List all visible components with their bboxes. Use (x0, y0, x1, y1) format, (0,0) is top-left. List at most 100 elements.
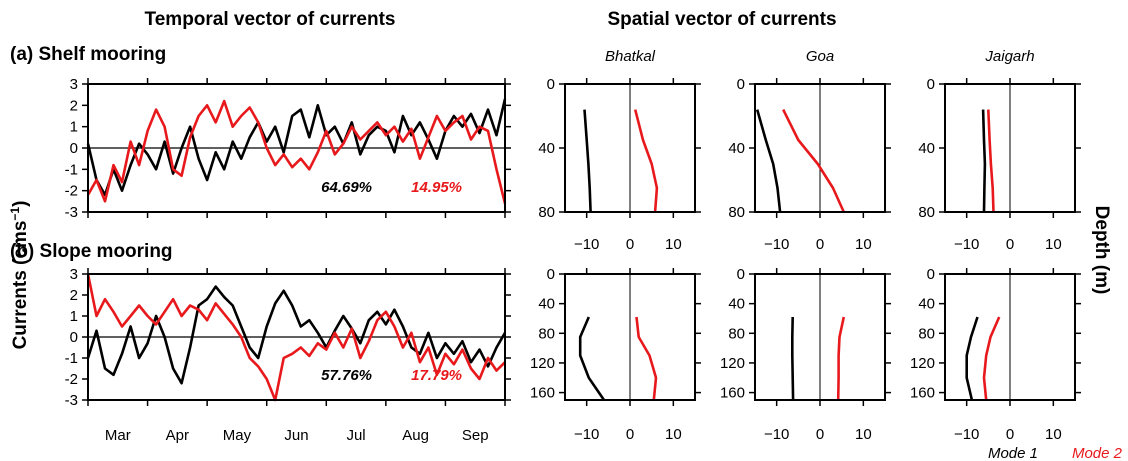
x-tick-label-jul: Jul (346, 427, 365, 444)
profile-line-mode1 (583, 109, 592, 213)
site-title-goa: Goa (806, 48, 834, 65)
variance-label-mode1: 64.69% (321, 179, 372, 196)
site-title-bhatkal: Bhatkal (605, 48, 656, 65)
variance-label-mode1: 57.76% (321, 367, 372, 384)
x-tick-label: 10 (665, 236, 682, 253)
y-tick-label: -3 (65, 204, 78, 221)
y-tick-label: 3 (70, 266, 78, 283)
profile-line-mode2 (987, 109, 995, 213)
x-tick-label: 0 (1006, 236, 1014, 253)
site-title-jaigarh: Jaigarh (984, 48, 1034, 65)
series-line-mode2 (86, 273, 506, 402)
x-tick-label: 0 (816, 426, 824, 443)
x-tick-label: 0 (816, 236, 824, 253)
depth-tick-label: 0 (737, 76, 745, 93)
depth-tick-label: 40 (538, 296, 555, 313)
series-line-mode1 (86, 285, 507, 385)
series-line-mode1 (86, 98, 507, 197)
profile-line-mode1 (755, 109, 782, 213)
legend-mode2: Mode 2 (1072, 445, 1123, 461)
x-tick-label: 0 (626, 236, 634, 253)
x-tick-label-sep: Sep (462, 427, 489, 444)
depth-tick-label: 80 (918, 204, 935, 221)
plot-frame (944, 83, 1076, 213)
depth-tick-label: 160 (720, 385, 745, 402)
profile-line-mode1 (965, 316, 979, 401)
y-tick-label: 0 (70, 140, 78, 157)
panel-title-shelf-temporal: (a) Shelf mooring (10, 44, 166, 65)
y-tick-label: -1 (65, 350, 78, 367)
profile-line-mode1 (981, 109, 987, 213)
y-tick-label: -2 (65, 183, 78, 200)
y-tick-label: 2 (70, 287, 78, 304)
depth-tick-label: 40 (918, 296, 935, 313)
depth-tick-label: 80 (538, 325, 555, 342)
x-tick-label: 10 (1045, 236, 1062, 253)
x-tick-label: 10 (855, 426, 872, 443)
depth-tick-label: 120 (530, 355, 555, 372)
variance-label-mode2: 14.95% (411, 179, 462, 196)
y-tick-label: -1 (65, 161, 78, 178)
profile-line-mode2 (633, 109, 659, 213)
plot-frame (754, 273, 886, 401)
plot-frame (564, 83, 696, 213)
profile-line-mode2 (782, 109, 845, 213)
depth-tick-label: 40 (538, 140, 555, 157)
depth-tick-label: 80 (728, 204, 745, 221)
temporal-header: Temporal vector of currents (145, 9, 396, 30)
spatial-header: Spatial vector of currents (607, 9, 836, 30)
x-tick-label: 10 (665, 426, 682, 443)
depth-tick-label: 0 (927, 76, 935, 93)
depth-tick-label: 0 (547, 266, 555, 283)
x-tick-label: 0 (1006, 426, 1014, 443)
x-tick-label-apr: Apr (166, 427, 189, 444)
y-tick-label: 3 (70, 76, 78, 93)
depth-tick-label: 80 (538, 204, 555, 221)
x-tick-label-mar: Mar (105, 427, 131, 444)
plot-frame (944, 273, 1076, 401)
x-tick-label: −10 (954, 236, 979, 253)
depth-tick-label: 80 (728, 325, 745, 342)
depth-tick-label: 40 (918, 140, 935, 157)
panel-title-slope-temporal: (b) Slope mooring (10, 241, 173, 262)
y-tick-label: -2 (65, 371, 78, 388)
variance-label-mode2: 17.79% (411, 367, 462, 384)
depth-tick-label: 160 (910, 385, 935, 402)
depth-tick-label: 0 (737, 266, 745, 283)
y-tick-label: 1 (70, 308, 78, 325)
depth-tick-label: 120 (910, 355, 935, 372)
depth-tick-label: 40 (728, 140, 745, 157)
profile-line-mode2 (836, 316, 846, 401)
profile-line-mode2 (635, 316, 658, 401)
legend-mode1: Mode 1 (988, 445, 1038, 461)
y-axis-label-depth: Depth (m) (1091, 206, 1112, 295)
x-tick-label: −10 (764, 426, 789, 443)
profile-line-mode1 (578, 316, 606, 401)
y-tick-label: 1 (70, 119, 78, 136)
x-tick-label-jun: Jun (284, 427, 308, 444)
profile-line-mode1 (790, 316, 795, 401)
plot-frame (87, 83, 506, 213)
plot-area: (a) Shelf mooring -3 -2 -1 0 1 2 3 64.69% 14.95% (… (10, 44, 1081, 444)
depth-tick-label: 160 (530, 385, 555, 402)
series-line-mode2 (86, 99, 507, 204)
depth-tick-label: 120 (720, 355, 745, 372)
depth-tick-label: 0 (927, 266, 935, 283)
depth-tick-label: 80 (918, 325, 935, 342)
y-tick-label: 2 (70, 97, 78, 114)
plot-frame (754, 83, 886, 213)
depth-tick-label: 0 (547, 76, 555, 93)
y-axis-label-currents: Currents (cms−1) (8, 201, 31, 350)
x-tick-label: −10 (574, 426, 599, 443)
x-tick-label: −10 (764, 236, 789, 253)
x-tick-label-aug: Aug (402, 427, 429, 444)
y-tick-label: -3 (65, 392, 78, 409)
x-tick-label-may: May (223, 427, 252, 444)
plot-frame (564, 273, 696, 401)
depth-tick-label: 40 (728, 296, 745, 313)
x-tick-label: −10 (954, 426, 979, 443)
x-tick-label: 10 (1045, 426, 1062, 443)
x-tick-label: −10 (574, 236, 599, 253)
plot-frame (87, 273, 506, 401)
